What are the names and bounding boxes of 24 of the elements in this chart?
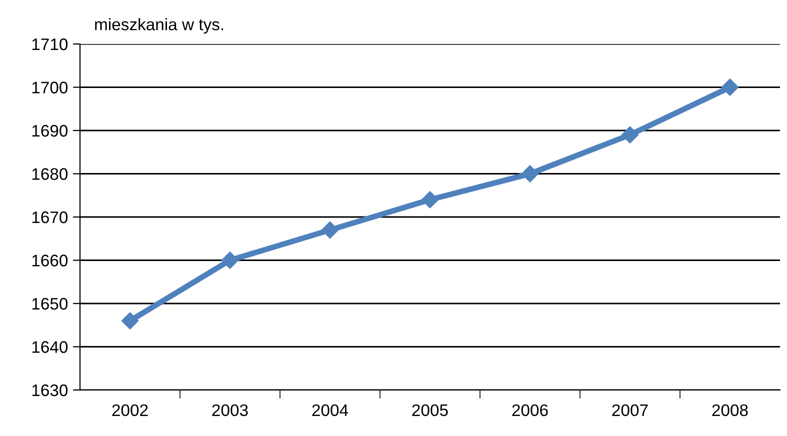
point: [521, 165, 539, 182]
x-tick-label: 2005: [412, 404, 448, 416]
point: [221, 252, 239, 269]
point: [421, 191, 439, 208]
y-tick-label: 1680: [32, 168, 68, 180]
y-axis-title: mieszkania w tys.: [95, 18, 224, 34]
y-tick-label: 1690: [32, 124, 68, 137]
y-tick-label: 1640: [32, 341, 68, 353]
y-tick-label: 1650: [32, 298, 68, 310]
point: [121, 312, 139, 330]
y-tick-label: 1710: [32, 38, 68, 50]
x-tick-label: 2004: [312, 404, 348, 416]
y-tick-label: 1660: [32, 254, 68, 266]
x-tick-label: 2003: [212, 404, 248, 416]
x-tick-label: 2007: [612, 404, 648, 416]
y-tick-label: 1630: [32, 384, 68, 396]
point: [721, 78, 739, 96]
point: [621, 126, 639, 144]
x-tick-label: 2006: [512, 404, 548, 416]
x-tick-label: 2008: [712, 404, 748, 416]
y-tick-label: 1670: [32, 211, 68, 224]
y-tick-label: 1700: [32, 82, 68, 94]
point: [321, 221, 339, 239]
x-tick-label: 2002: [112, 404, 148, 416]
